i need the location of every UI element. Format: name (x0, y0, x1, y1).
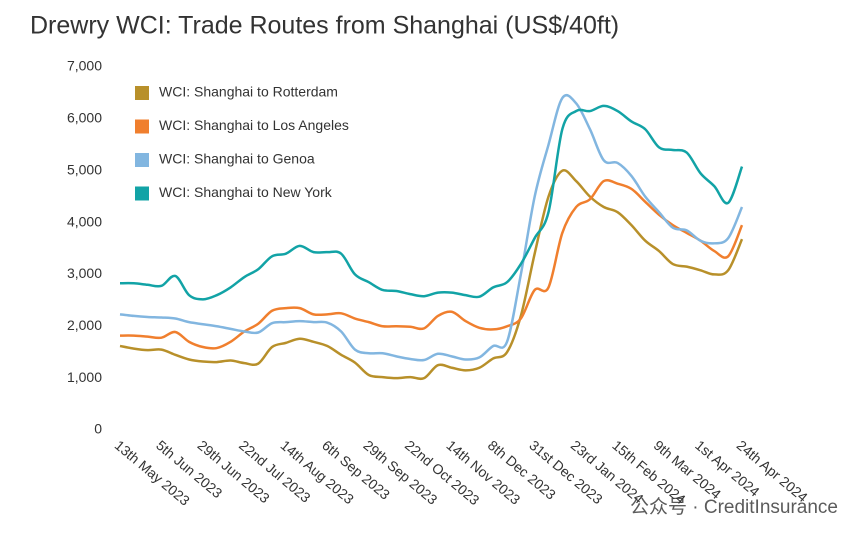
y-tick-label: 0 (94, 421, 102, 437)
x-tick-label: 29th Jun 2023 (195, 437, 273, 506)
legend-label: WCI: Shanghai to New York (159, 184, 333, 200)
legend-swatch (135, 186, 149, 201)
series-line (119, 104, 744, 301)
watermark: 公众号 · CreditInsurance (630, 496, 838, 518)
legend-label: WCI: Shanghai to Los Angeles (159, 117, 349, 133)
y-tick-label: 6,000 (67, 110, 102, 126)
legend-label: WCI: Shanghai to Rotterdam (159, 84, 338, 100)
y-tick-label: 7,000 (67, 58, 102, 74)
chart-title: Drewry WCI: Trade Routes from Shanghai (… (30, 12, 619, 40)
y-tick-label: 3,000 (67, 265, 102, 281)
x-tick-label: 24th Apr 2024 (734, 437, 811, 505)
x-tick-label: 13th May 2023 (112, 437, 193, 509)
legend-swatch (135, 119, 149, 134)
y-tick-label: 1,000 (67, 369, 102, 385)
legend-swatch (135, 86, 149, 100)
x-tick-label: 22nd Jul 2023 (236, 437, 314, 506)
series-line (119, 169, 744, 381)
legend-swatch (135, 153, 149, 167)
series-line (119, 94, 744, 362)
y-tick-label: 2,000 (67, 317, 102, 333)
legend-label: WCI: Shanghai to Genoa (159, 151, 315, 167)
y-tick-label: 5,000 (67, 161, 102, 177)
series-line (119, 178, 744, 350)
y-tick-label: 4,000 (67, 213, 102, 229)
